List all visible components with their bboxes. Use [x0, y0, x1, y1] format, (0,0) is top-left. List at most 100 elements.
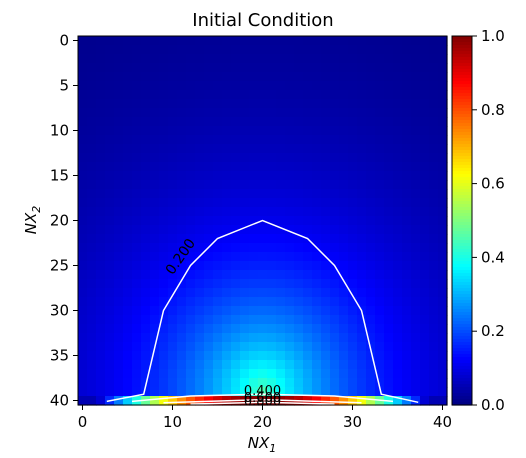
heatmap-cell: [96, 117, 106, 127]
heatmap-cell: [339, 333, 349, 343]
heatmap-cell: [258, 234, 268, 244]
heatmap-cell: [294, 252, 304, 262]
heatmap-cell: [141, 99, 151, 109]
heatmap-cell: [204, 90, 214, 100]
heatmap-cell: [240, 261, 250, 271]
heatmap-cell: [366, 297, 376, 307]
heatmap-cell: [141, 54, 151, 64]
heatmap-cell: [105, 333, 115, 343]
colorbar-segment: [452, 402, 472, 406]
heatmap-cell: [339, 252, 349, 262]
heatmap-cell: [438, 270, 448, 280]
colorbar-segment: [452, 114, 472, 118]
heatmap-cell: [420, 135, 430, 145]
heatmap-cell: [357, 342, 367, 352]
heatmap-cell: [429, 387, 439, 397]
heatmap-cell: [114, 171, 124, 181]
heatmap-cell: [438, 126, 448, 136]
heatmap-cell: [123, 261, 133, 271]
heatmap-cell: [429, 288, 439, 298]
heatmap-cell: [375, 378, 385, 388]
heatmap-cell: [87, 72, 97, 82]
colorbar-segment: [452, 150, 472, 154]
x-tick-label: 0: [78, 413, 88, 431]
heatmap-cell: [132, 288, 142, 298]
heatmap-cell: [357, 225, 367, 235]
heatmap-cell: [339, 162, 349, 172]
heatmap-cell: [78, 99, 88, 109]
heatmap-cell: [366, 198, 376, 208]
heatmap-cell: [384, 297, 394, 307]
heatmap-cell: [204, 108, 214, 118]
heatmap-cell: [132, 243, 142, 253]
heatmap-cell: [375, 198, 385, 208]
heatmap-cell: [87, 45, 97, 55]
heatmap-cell: [393, 225, 403, 235]
heatmap-cell: [285, 54, 295, 64]
heatmap-cell: [168, 189, 178, 199]
heatmap-cell: [267, 108, 277, 118]
x-axis-ticks: 0 10 20 30 40: [78, 405, 452, 431]
heatmap-cell: [321, 207, 331, 217]
heatmap-cell: [330, 144, 340, 154]
heatmap-cell: [375, 306, 385, 316]
heatmap-cell: [87, 36, 97, 46]
heatmap-cell: [78, 387, 88, 397]
heatmap-cell: [150, 243, 160, 253]
heatmap-cell: [420, 144, 430, 154]
heatmap-cell: [105, 216, 115, 226]
heatmap-cell: [141, 126, 151, 136]
heatmap-cell: [384, 252, 394, 262]
colorbar-segment: [452, 96, 472, 100]
colorbar-segment: [452, 120, 472, 124]
heatmap-cell: [276, 153, 286, 163]
heatmap-cell: [348, 45, 358, 55]
heatmap-cell: [231, 252, 241, 262]
heatmap-cell: [321, 279, 331, 289]
heatmap-cell: [168, 378, 178, 388]
heatmap-cell: [366, 153, 376, 163]
heatmap-cell: [339, 324, 349, 334]
heatmap-cell: [195, 81, 205, 91]
heatmap-cell: [366, 306, 376, 316]
heatmap-cell: [366, 207, 376, 217]
heatmap-cell: [375, 369, 385, 379]
heatmap-cell: [249, 135, 259, 145]
heatmap-cell: [222, 135, 232, 145]
heatmap-cell: [357, 45, 367, 55]
heatmap-cell: [195, 297, 205, 307]
heatmap-cell: [339, 207, 349, 217]
heatmap-cell: [393, 198, 403, 208]
heatmap-cell: [285, 378, 295, 388]
heatmap-cell: [186, 63, 196, 73]
heatmap-cell: [168, 45, 178, 55]
heatmap-cell: [330, 45, 340, 55]
heatmap-cell: [312, 387, 322, 397]
heatmap-cell: [123, 162, 133, 172]
heatmap-cell: [222, 108, 232, 118]
heatmap-cell: [78, 342, 88, 352]
colorbar-segment: [452, 117, 472, 121]
heatmap-cell: [330, 342, 340, 352]
heatmap-cell: [420, 324, 430, 334]
heatmap-cell: [78, 90, 88, 100]
colorbar-segment: [452, 378, 472, 382]
heatmap-cell: [402, 117, 412, 127]
colorbar-segment: [452, 123, 472, 127]
heatmap-cell: [285, 216, 295, 226]
heatmap-cell: [159, 135, 169, 145]
heatmap-cell: [105, 90, 115, 100]
heatmap-cell: [393, 81, 403, 91]
heatmap-cell: [321, 144, 331, 154]
heatmap-cell: [258, 45, 268, 55]
heatmap-cell: [150, 108, 160, 118]
heatmap-cell: [231, 162, 241, 172]
colorbar-tick-label: 0.2: [481, 322, 505, 340]
heatmap-cell: [132, 225, 142, 235]
heatmap-cell: [204, 54, 214, 64]
heatmap-cell: [420, 54, 430, 64]
heatmap-cell: [375, 297, 385, 307]
heatmap-cell: [213, 54, 223, 64]
heatmap-cell: [312, 117, 322, 127]
heatmap-cell: [393, 54, 403, 64]
